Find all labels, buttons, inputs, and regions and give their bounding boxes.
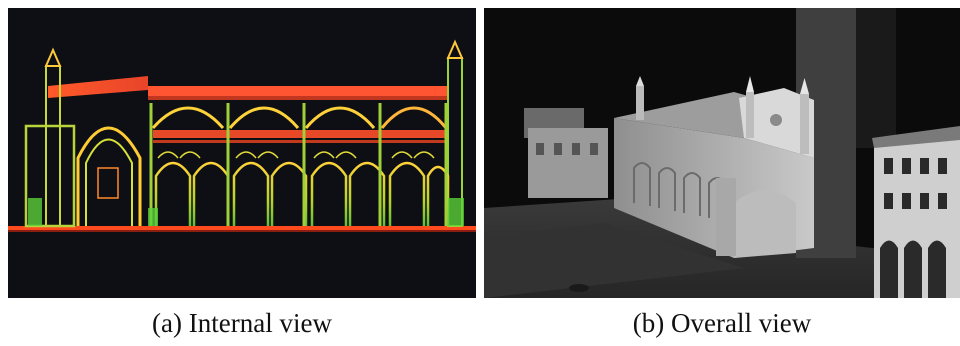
caption-internal-view: (a) Internal view (152, 308, 332, 338)
internal-view-pointcloud (8, 8, 476, 298)
internal-view-image (8, 8, 476, 298)
overall-view-pointcloud (484, 8, 960, 298)
overall-view-image (484, 8, 960, 298)
caption-overall-view: (b) Overall view (632, 308, 812, 338)
